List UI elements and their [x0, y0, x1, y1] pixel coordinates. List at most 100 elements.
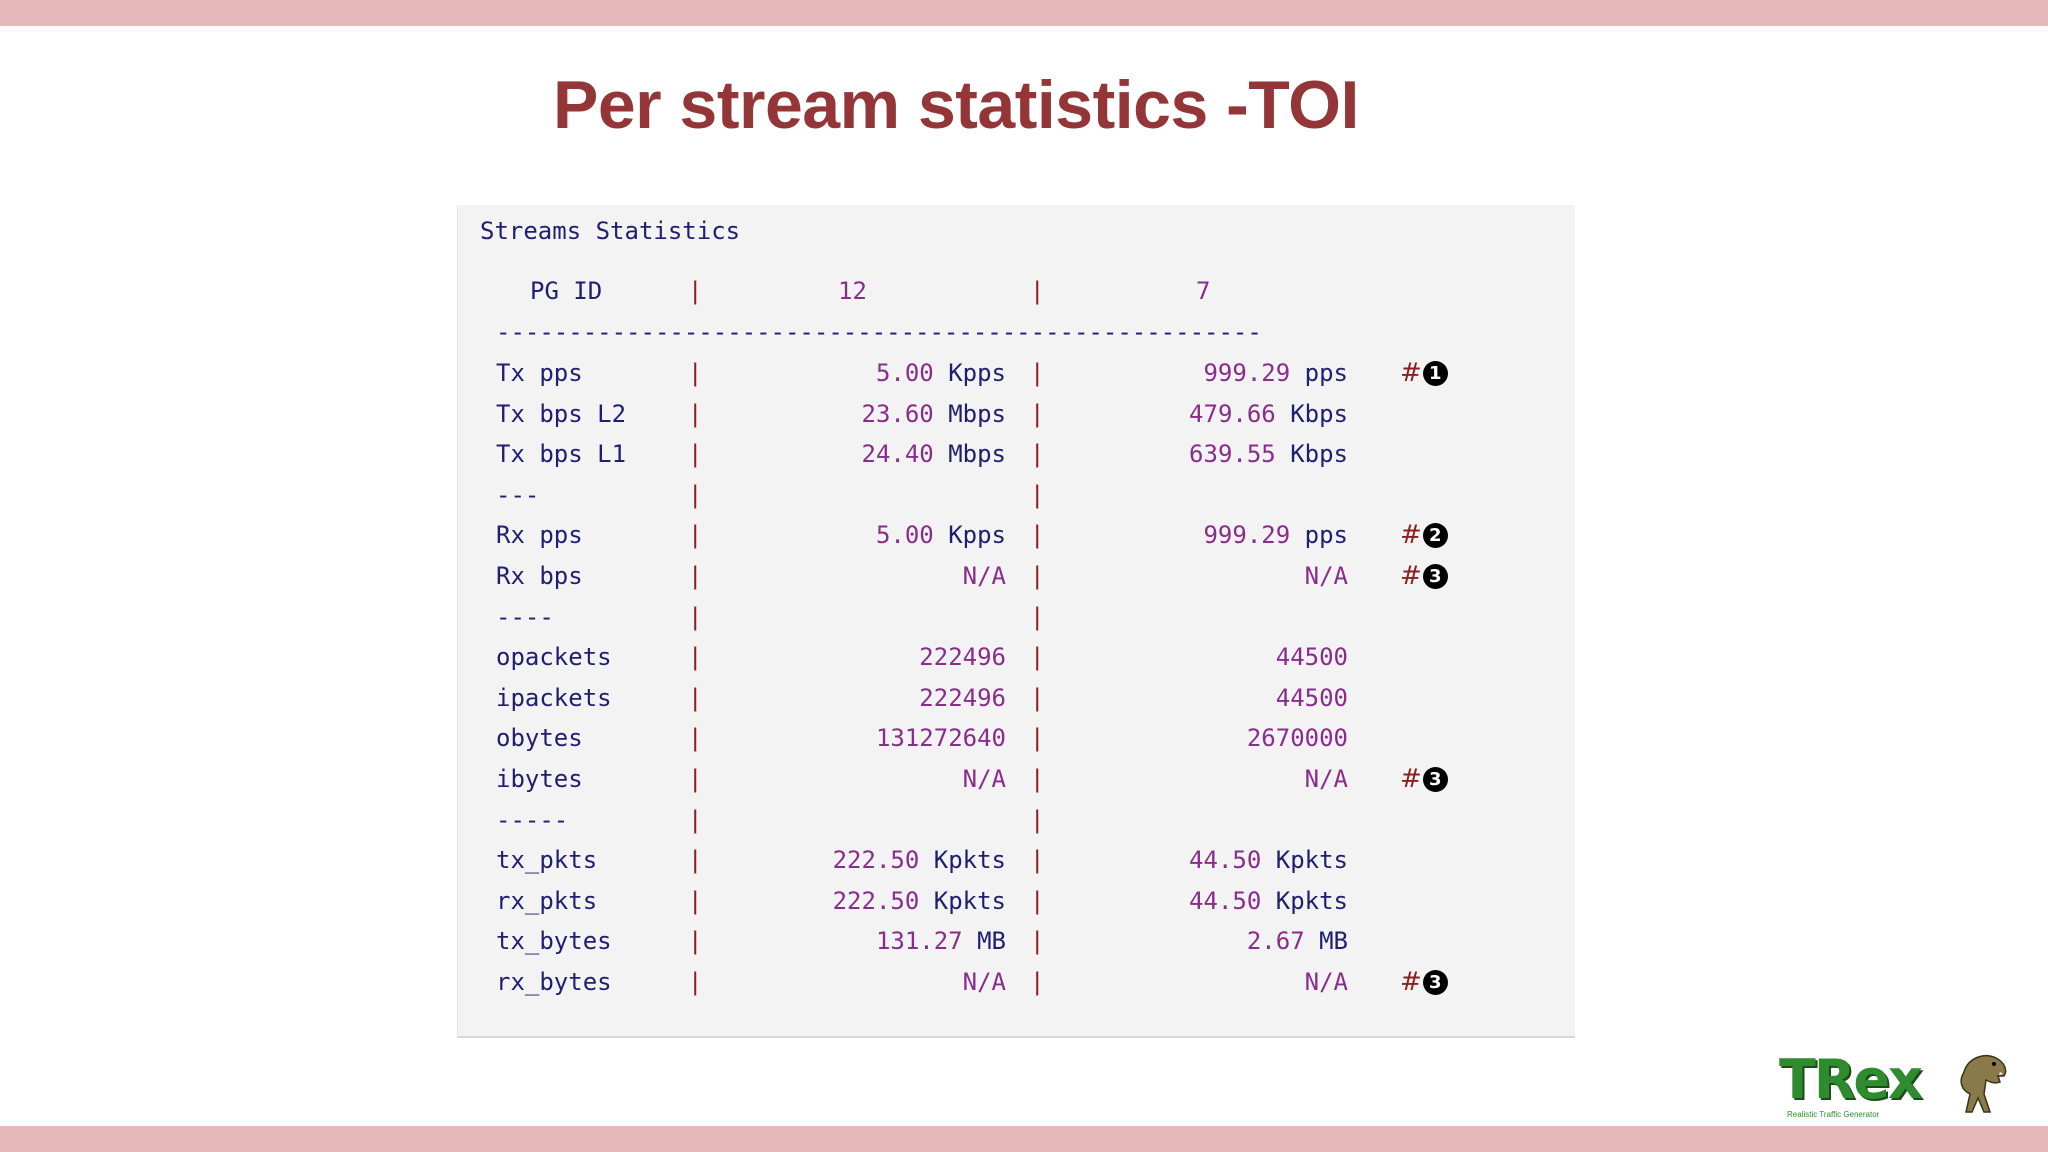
footnote-marker: #1 [1400, 355, 1448, 391]
column-separator: | [688, 886, 703, 915]
column-separator: | [688, 440, 703, 469]
stat-value-stream-12: 24.40 Mbps [862, 440, 1007, 468]
stat-value-stream-12: 222496 [919, 684, 1006, 712]
column-separator: | [688, 643, 703, 672]
dinosaur-icon [1960, 1054, 2007, 1113]
value: 999.29 [1203, 359, 1291, 387]
unit: MB [977, 927, 1006, 956]
stat-label: opackets [496, 643, 612, 672]
stat-value-stream-7: 2.67 MB [1247, 927, 1348, 955]
numbered-circle-icon: 1 [1422, 360, 1448, 386]
value: 222496 [919, 643, 1006, 672]
value: 44.50 [1189, 886, 1262, 915]
stat-value-stream-12: N/A [963, 968, 1006, 996]
separator-row: ----------------------------------------… [458, 318, 1576, 358]
value: N/A [962, 765, 1006, 793]
footnote-marker: #3 [1400, 761, 1448, 797]
unit: Kbps [1290, 399, 1348, 428]
value: 131272640 [875, 724, 1006, 753]
footnote-marker: #3 [1400, 964, 1448, 1000]
stat-value-stream-7: 479.66 Kbps [1189, 400, 1348, 428]
stat-value-stream-7: 44500 [1276, 643, 1348, 671]
stat-row: Tx bps L1 | 24.40 Mbps | 639.55 Kbps [458, 440, 1576, 480]
stat-row: Rx bps | N/A | N/A #3 [458, 561, 1576, 602]
stat-label: obytes [496, 724, 583, 753]
stat-row: rx_pkts | 222.50 Kpkts | 44.50 Kpkts [458, 887, 1576, 927]
bottom-accent-bar [0, 1126, 2048, 1152]
stat-row: obytes | 131272640 | 2670000 [458, 724, 1576, 764]
stat-row: Tx pps | 5.00 Kpps | 999.29 pps #1 [458, 358, 1576, 399]
stat-value-stream-12: 222.50 Kpkts [833, 887, 1006, 915]
stat-label: tx_pkts [496, 846, 598, 875]
stat-value-stream-7: 999.29 pps [1203, 521, 1348, 549]
column-separator: | [1030, 562, 1045, 590]
value: 23.60 [861, 399, 934, 428]
stream-statistics-panel: Streams Statistics PG ID | 12 | 7 ------… [457, 205, 1575, 1038]
stat-label: Tx pps [496, 359, 583, 387]
unit: Kpkts [933, 886, 1006, 915]
column-separator: | [1030, 521, 1045, 550]
column-separator: | [688, 602, 703, 631]
unit: Kpps [948, 359, 1006, 387]
header-col-7: 7 [1196, 277, 1211, 305]
column-separator: | [1030, 277, 1045, 305]
stat-label: ipackets [496, 683, 612, 712]
unit: pps [1304, 359, 1348, 387]
column-separator: | [1030, 602, 1045, 631]
numbered-circle-icon: 3 [1422, 563, 1448, 589]
stat-value-stream-7: 639.55 Kbps [1189, 440, 1348, 468]
unit: pps [1304, 521, 1348, 550]
stat-row: ipackets | 222496 | 44500 [458, 684, 1576, 724]
value: 5.00 [875, 521, 934, 550]
column-separator: | [1030, 643, 1045, 672]
hash-icon: # [1400, 764, 1422, 794]
column-separator: | [1030, 480, 1045, 509]
value: 44.50 [1189, 846, 1262, 875]
column-separator: | [1030, 359, 1045, 387]
stat-value-stream-12: 131.27 MB [876, 927, 1006, 955]
value: 639.55 [1189, 440, 1276, 469]
stat-label: Rx bps [496, 562, 583, 590]
column-separator: | [1030, 765, 1045, 793]
column-separator: | [688, 683, 703, 712]
panel-heading: Streams Statistics [480, 217, 741, 245]
header-label: PG ID [530, 277, 603, 305]
stat-label: tx_bytes [496, 927, 612, 956]
stat-value-stream-7: N/A [1305, 562, 1348, 590]
column-separator: | [688, 927, 703, 956]
unit: Mbps [948, 399, 1006, 428]
value: N/A [1304, 562, 1348, 590]
column-separator: | [688, 480, 703, 509]
value: 5.00 [875, 359, 934, 387]
value: 44500 [1275, 683, 1348, 712]
column-separator: | [688, 805, 703, 834]
unit: Kpkts [1275, 846, 1348, 875]
value: 999.29 [1203, 521, 1291, 550]
stat-value-stream-12: 222.50 Kpkts [833, 846, 1006, 874]
stat-row: Rx pps | 5.00 Kpps | 999.29 pps #2 [458, 520, 1576, 561]
stat-value-stream-7: N/A [1305, 765, 1348, 793]
unit: Kbps [1290, 440, 1348, 469]
column-separator: | [688, 724, 703, 753]
unit: Mbps [948, 440, 1006, 469]
numbered-circle-icon: 3 [1422, 766, 1448, 792]
column-separator: | [688, 399, 703, 428]
stat-label: rx_pkts [496, 886, 598, 915]
stat-value-stream-12: 5.00 Kpps [876, 521, 1006, 549]
header-row: PG ID | 12 | 7 [458, 277, 1576, 317]
stat-row: ----- | | [458, 806, 1576, 846]
column-separator: | [688, 562, 703, 590]
header-col-12: 12 [838, 277, 867, 305]
stat-label: ---- [496, 602, 554, 631]
logo-tagline: Realistic Traffic Generator [1787, 1110, 1880, 1119]
stat-value-stream-7: 44.50 Kpkts [1189, 846, 1348, 874]
stat-label: Tx bps L1 [496, 440, 627, 469]
top-accent-bar [0, 0, 2048, 26]
value: 24.40 [861, 440, 934, 469]
numbered-circle-icon: 2 [1422, 522, 1448, 548]
trex-logo: TRex Realistic Traffic Generator [1775, 1048, 2015, 1120]
column-separator: | [1030, 683, 1045, 712]
footnote-marker: #2 [1400, 517, 1448, 553]
unit: MB [1319, 927, 1348, 956]
stat-row: ---- | | [458, 603, 1576, 643]
